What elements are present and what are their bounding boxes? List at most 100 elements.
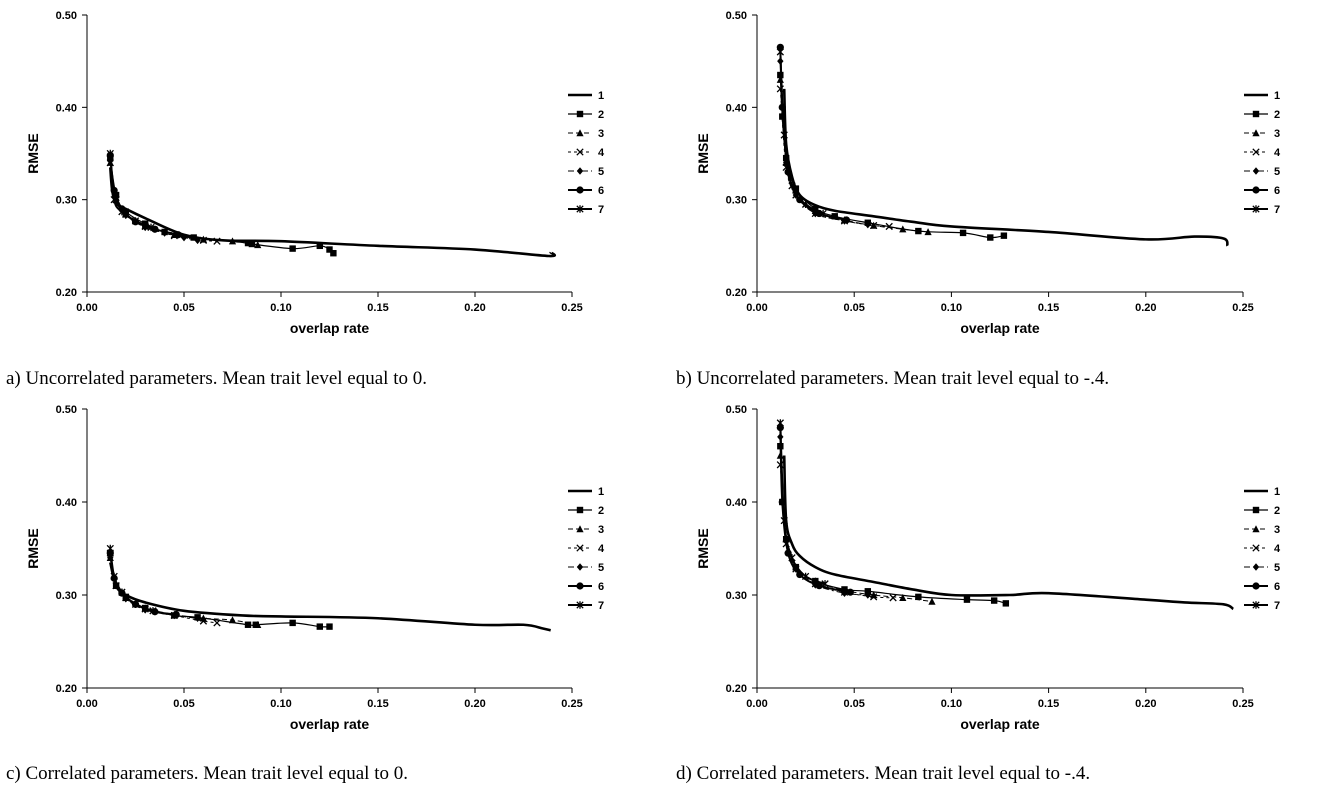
point-7 (788, 554, 796, 562)
point-7 (801, 572, 810, 581)
point-7 (106, 149, 114, 158)
legend-marker-7 (1252, 205, 1260, 213)
point-4 (199, 617, 208, 625)
point-2 (831, 213, 838, 220)
series-1 (782, 455, 1235, 611)
series-3 (776, 451, 936, 605)
legend-marker-4 (576, 544, 584, 552)
point-3 (254, 241, 262, 249)
legend-label-7: 7 (1274, 204, 1280, 216)
x-tick-label: 0.10 (270, 698, 291, 710)
series-4 (106, 549, 221, 627)
point-7 (821, 580, 829, 588)
x-axis-title: overlap rate (290, 716, 370, 732)
point-7 (780, 131, 788, 139)
legend-marker-6 (1252, 186, 1260, 194)
point-2 (963, 596, 971, 603)
point-3 (924, 228, 932, 236)
point-6 (172, 610, 180, 619)
point-5 (180, 233, 188, 242)
x-tick-label: 0.10 (941, 302, 962, 314)
x-tick-label: 0.20 (464, 698, 485, 710)
point-7 (149, 607, 157, 615)
legend-marker-5 (1252, 563, 1260, 571)
x-axis-title: overlap rate (290, 320, 370, 336)
y-tick-label: 0.30 (726, 590, 747, 602)
point-2 (1000, 232, 1008, 239)
x-tick-label: 0.05 (173, 302, 194, 314)
y-tick-label: 0.30 (56, 590, 77, 602)
y-axis-title: RMSE (25, 133, 41, 173)
point-7 (131, 600, 140, 608)
legend: 1 2 3 4 5 6 7 (568, 90, 605, 216)
legend-label-4: 4 (598, 543, 605, 555)
series-line-4 (779, 88, 890, 227)
point-7 (110, 195, 118, 204)
legend-marker-7 (1252, 601, 1260, 609)
caption-a: a) Uncorrelated parameters. Mean trait l… (6, 368, 427, 389)
legend-label-3: 3 (1274, 128, 1280, 140)
legend-label-3: 3 (598, 524, 604, 536)
series-5 (107, 157, 201, 245)
point-2 (915, 593, 922, 601)
point-7 (131, 217, 140, 225)
point-3 (928, 597, 936, 605)
series-4 (776, 461, 897, 602)
y-axis-title: RMSE (695, 528, 711, 568)
y-tick-label: 0.40 (56, 497, 77, 509)
point-6 (846, 588, 854, 596)
point-6 (842, 216, 851, 224)
point-3 (899, 593, 907, 601)
series-7 (776, 419, 829, 588)
point-4 (889, 594, 897, 602)
chart-b: 0.20 0.30 0.40 0.50 0.00 0.05 0.10 0.15 0.20 0.25… (695, 10, 1281, 336)
y-tick-label: 0.20 (56, 287, 77, 299)
point-2 (244, 239, 252, 247)
y-axis-title: RMSE (25, 528, 41, 568)
point-2 (1002, 600, 1010, 607)
y-tick-label: 0.20 (726, 287, 747, 299)
series-3 (776, 75, 932, 236)
point-3 (870, 591, 878, 599)
legend-marker-4 (1252, 544, 1260, 552)
point-7 (819, 209, 827, 218)
legend-marker-2 (576, 506, 584, 514)
point-6 (174, 231, 182, 239)
caption-d: d) Correlated parameters. Mean trait lev… (676, 763, 1091, 784)
point-2 (990, 597, 998, 604)
legend-label-5: 5 (1274, 166, 1280, 178)
legend-label-2: 2 (1274, 109, 1280, 121)
point-6 (151, 225, 159, 233)
y-tick-label: 0.30 (56, 195, 77, 207)
legend-marker-4 (576, 148, 584, 156)
series-line-1 (109, 562, 551, 632)
point-7 (106, 544, 114, 553)
y-tick-label: 0.40 (56, 102, 77, 114)
point-7 (118, 588, 126, 596)
legend-marker-3 (1252, 525, 1260, 533)
legend-label-4: 4 (598, 147, 605, 159)
x-tick-label: 0.15 (1038, 698, 1059, 710)
point-7 (118, 207, 126, 216)
x-tick-label: 0.20 (1135, 698, 1156, 710)
legend-label-5: 5 (1274, 562, 1280, 574)
point-3 (228, 616, 237, 624)
legend-label-7: 7 (598, 204, 604, 216)
series-6 (776, 43, 851, 224)
x-tick-label: 0.25 (1232, 698, 1253, 710)
series-1 (109, 562, 551, 632)
legend-label-5: 5 (598, 562, 604, 574)
point-7 (110, 572, 118, 581)
point-2 (316, 242, 323, 250)
x-tick-label: 0.05 (843, 698, 864, 710)
series-1 (782, 88, 1229, 247)
legend-marker-6 (576, 582, 584, 590)
point-2 (316, 623, 323, 630)
point-5 (864, 591, 872, 599)
legend-label-7: 7 (598, 600, 604, 612)
x-tick-label: 0.00 (746, 302, 767, 314)
legend-label-6: 6 (598, 185, 604, 197)
point-7 (776, 48, 784, 56)
y-tick-label: 0.50 (726, 10, 747, 22)
x-tick-label: 0.20 (1135, 302, 1156, 314)
